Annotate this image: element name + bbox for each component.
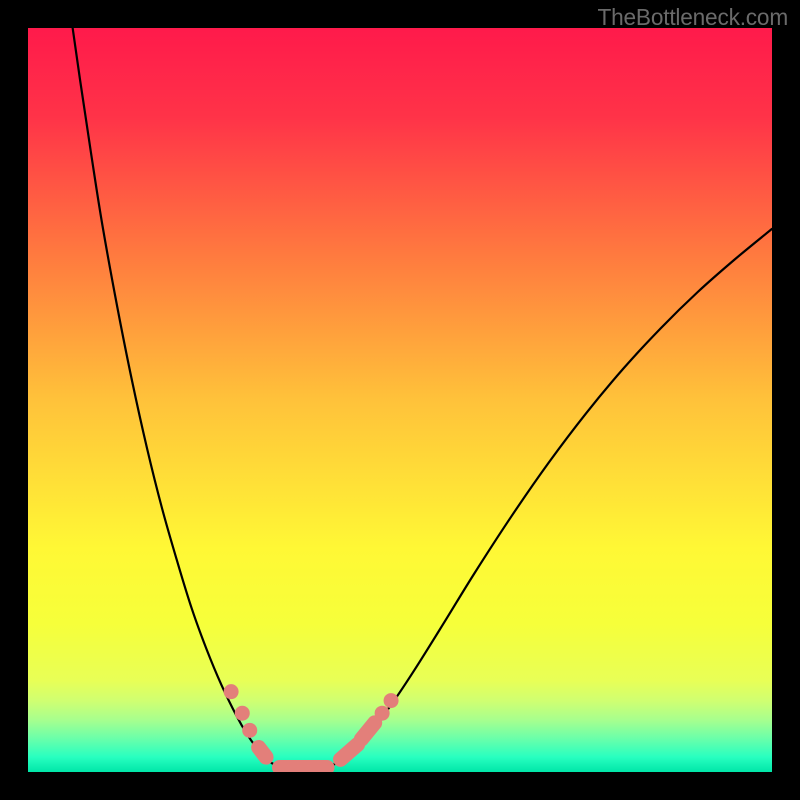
- plot-area: [28, 28, 772, 772]
- gradient-background: [28, 28, 772, 772]
- marker-dot: [384, 693, 399, 708]
- marker-dot: [242, 723, 257, 738]
- marker-segment: [361, 723, 374, 739]
- marker-dot: [375, 706, 390, 721]
- watermark-text: TheBottleneck.com: [597, 4, 788, 31]
- chart-container: TheBottleneck.com: [0, 0, 800, 800]
- marker-dot: [224, 684, 239, 699]
- chart-svg: [28, 28, 772, 772]
- marker-dot: [235, 706, 250, 721]
- marker-segment: [259, 747, 266, 757]
